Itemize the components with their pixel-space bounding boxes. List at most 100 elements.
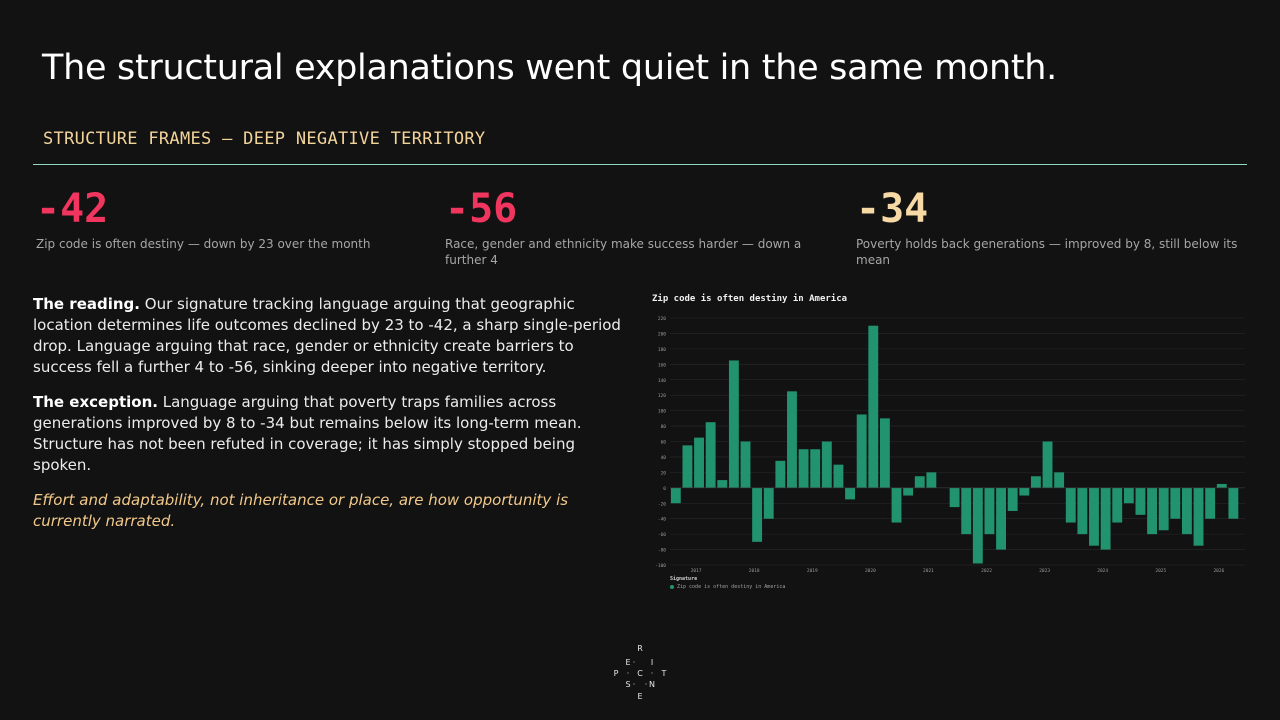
chart-bar <box>798 449 809 488</box>
y-tick-label: -60 <box>658 532 666 538</box>
chart-bar <box>1065 487 1076 523</box>
y-tick-label: -40 <box>658 517 666 523</box>
stat-value: -42 <box>36 186 109 232</box>
closing-statement: Effort and adaptability, not inheritance… <box>33 491 569 530</box>
y-tick-label: 40 <box>661 455 667 461</box>
chart-bar <box>1042 441 1053 488</box>
x-tick-label: 2022 <box>981 568 992 574</box>
chart-title: Zip code is often destiny in America <box>652 294 848 304</box>
chart-bar <box>1170 487 1181 519</box>
logo-letter: E <box>625 658 631 667</box>
logo-letter: R <box>637 644 643 653</box>
brand-logo: R E I P C T S N E · · · · · <box>608 644 672 704</box>
chart-bar <box>1147 487 1158 535</box>
chart-bar <box>682 445 693 488</box>
chart-bar <box>1089 487 1099 546</box>
chart-bar <box>1112 487 1123 523</box>
chart-bar <box>1077 487 1088 535</box>
exception-text: Language arguing that poverty traps fami… <box>33 393 582 474</box>
legend-item: Zip code is often destiny in America <box>670 584 785 590</box>
chart-bar <box>1123 487 1134 504</box>
body-text: The reading. Our signature tracking lang… <box>33 294 623 546</box>
chart-bar <box>1054 472 1065 488</box>
chart-bar <box>1181 487 1192 535</box>
chart-bar <box>1216 483 1227 488</box>
x-tick-label: 2021 <box>923 568 934 574</box>
exception-paragraph: The exception. Language arguing that pov… <box>33 392 623 476</box>
y-tick-label: 60 <box>661 440 667 446</box>
y-tick-label: 120 <box>658 393 666 399</box>
chart-bar <box>1205 487 1216 519</box>
chart-bar <box>1193 487 1204 546</box>
chart-bar <box>926 472 937 488</box>
chart-bar <box>1228 487 1239 519</box>
chart-bar <box>705 422 716 488</box>
x-tick-label: 2020 <box>865 568 876 574</box>
chart-bar <box>891 487 902 523</box>
chart-plot: 220200180160140120100806040200-20-40-60-… <box>655 316 1245 574</box>
logo-letter: P <box>613 669 619 678</box>
y-tick-label: 160 <box>658 362 666 368</box>
chart-bar <box>1019 487 1030 496</box>
chart-bar <box>752 487 763 542</box>
chart-bar <box>740 441 751 488</box>
y-tick-label: 20 <box>661 470 667 476</box>
stat-description: Race, gender and ethnicity make success … <box>445 237 802 267</box>
x-tick-label: 2024 <box>1097 568 1108 574</box>
logo-letter: N <box>649 680 655 689</box>
logo-letter: T <box>661 669 667 678</box>
chart-bar <box>670 487 681 504</box>
chart-bar <box>1135 487 1146 515</box>
exception-label: The exception. <box>33 393 158 411</box>
chart-bar <box>972 487 983 564</box>
y-tick-label: 100 <box>658 409 666 415</box>
legend-title: Signature <box>670 576 698 582</box>
stat-description: Zip code is often destiny — down by 23 o… <box>36 237 371 251</box>
reading-label: The reading. <box>33 295 140 313</box>
logo-dot: · <box>626 669 630 678</box>
chart-bar <box>845 487 855 500</box>
chart-bar <box>1158 487 1169 531</box>
stat-description: Poverty holds back generations — improve… <box>856 237 1238 267</box>
chart-bar <box>763 487 774 519</box>
reading-paragraph: The reading. Our signature tracking lang… <box>33 294 623 378</box>
chart-bar <box>949 487 960 508</box>
logo-dot: · <box>632 680 636 689</box>
y-tick-label: -20 <box>658 501 666 507</box>
legend-label: Zip code is often destiny in America <box>677 584 786 590</box>
logo-dot: · <box>650 669 654 678</box>
chart-bar <box>1030 476 1041 488</box>
page-title: The structural explanations went quiet i… <box>42 48 1057 88</box>
chart-bar <box>879 418 890 488</box>
chart-bar <box>821 441 832 488</box>
stat-value: -34 <box>856 186 929 232</box>
y-tick-label: 80 <box>661 424 667 430</box>
chart-bar <box>856 414 867 488</box>
x-tick-label: 2026 <box>1213 568 1224 574</box>
chart-bar <box>914 476 925 488</box>
logo-dot: · <box>644 680 648 689</box>
y-tick-label: -80 <box>658 548 666 554</box>
x-tick-label: 2023 <box>1039 568 1050 574</box>
chart-bar <box>868 325 879 488</box>
y-tick-label: 220 <box>658 316 666 322</box>
x-tick-label: 2018 <box>749 568 760 574</box>
logo-letter: S <box>625 680 631 689</box>
y-tick-label: -100 <box>655 563 666 569</box>
logo-letter: C <box>637 669 643 678</box>
chart-bar <box>996 487 1006 550</box>
stat-zip-code: -42 Zip code is often destiny — down by … <box>36 186 416 252</box>
y-tick-label: 180 <box>658 347 666 353</box>
divider <box>33 164 1247 165</box>
chart-bar <box>984 487 995 535</box>
stat-race-gender: -56 Race, gender and ethnicity make succ… <box>445 186 805 268</box>
chart-bar <box>833 464 844 488</box>
chart-bar <box>694 437 704 488</box>
logo-letter: I <box>650 658 654 667</box>
chart-bar <box>717 480 728 488</box>
y-tick-label: 200 <box>658 331 666 337</box>
logo-letter: E <box>637 692 643 701</box>
chart-bar <box>903 487 914 496</box>
stat-value: -56 <box>445 186 518 232</box>
x-tick-label: 2025 <box>1155 568 1166 574</box>
